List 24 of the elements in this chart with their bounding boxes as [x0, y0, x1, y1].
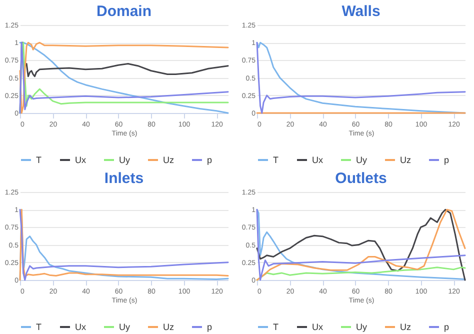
legend-label: Uy	[356, 155, 368, 165]
chart-title: Walls	[342, 3, 380, 20]
legend-label: T	[273, 322, 279, 332]
legend-label: T	[36, 322, 42, 332]
legend-label: Ux	[75, 155, 86, 165]
legend-label: Uy	[119, 155, 130, 165]
legend-label: p	[444, 322, 450, 332]
legend-label: Uy	[119, 322, 130, 332]
chart-title: Outlets	[335, 170, 387, 187]
legend-label: Uy	[356, 322, 368, 332]
chart-title: Domain	[96, 3, 152, 20]
legend-label: T	[273, 155, 279, 165]
legend-label: Uz	[163, 322, 174, 332]
legend-label: Ux	[75, 322, 86, 332]
legend-label: T	[36, 155, 42, 165]
legend-label: Uz	[400, 322, 412, 332]
legend-label: p	[444, 155, 450, 165]
legend-label: Uz	[400, 155, 412, 165]
legend-label: Ux	[312, 155, 324, 165]
legend-label: Uz	[163, 155, 174, 165]
legend-label: p	[207, 155, 212, 165]
legend-label: Ux	[312, 322, 324, 332]
chart-title: Inlets	[104, 170, 144, 187]
legend-label: p	[207, 322, 212, 332]
